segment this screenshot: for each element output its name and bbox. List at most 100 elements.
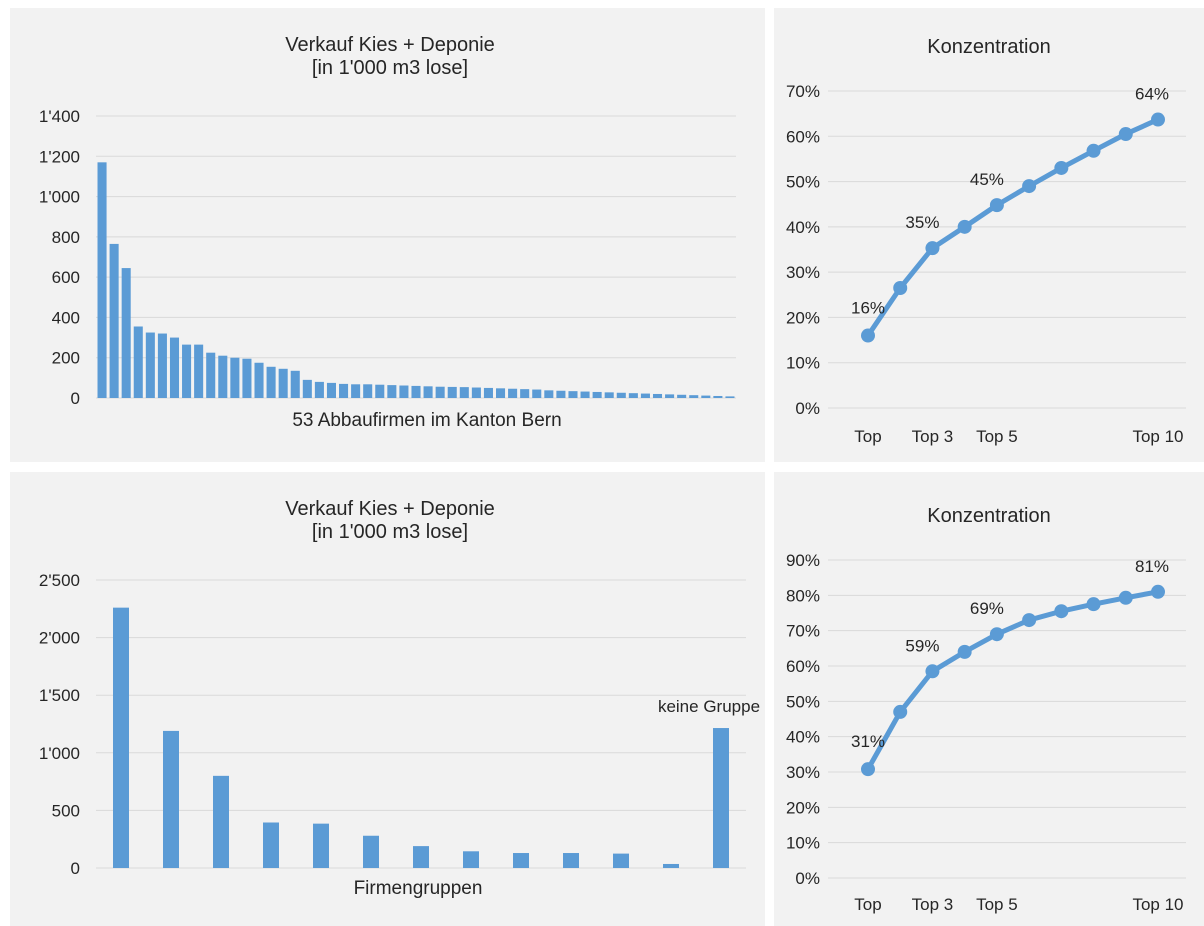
bar bbox=[447, 386, 457, 398]
bar bbox=[313, 823, 329, 868]
bar bbox=[613, 853, 629, 868]
x-tick-label: Top 10 bbox=[1132, 895, 1183, 914]
bar bbox=[713, 395, 723, 398]
bar bbox=[339, 383, 349, 398]
bar bbox=[689, 395, 699, 398]
bar bbox=[677, 394, 687, 398]
chart-title: Konzentration bbox=[927, 505, 1050, 527]
y-tick-label: 90% bbox=[786, 551, 820, 570]
data-label: 64% bbox=[1135, 85, 1169, 104]
data-labels: 16% 35% 45% 64% bbox=[851, 85, 1169, 318]
y-tick-label: 2'000 bbox=[39, 629, 80, 648]
data-labels: 31% 59% 69% 81% bbox=[851, 557, 1169, 751]
data-point bbox=[989, 198, 1004, 213]
y-tick-label: 60% bbox=[786, 127, 820, 146]
bar bbox=[435, 386, 445, 398]
y-tick-label: 0% bbox=[795, 869, 820, 888]
y-tick-label: 500 bbox=[52, 801, 80, 820]
bar bbox=[194, 344, 204, 398]
concentration-chart-groups: Konzentration 0% 10% 20% 30% 40% 50% 60% 70% 80%… bbox=[774, 472, 1204, 926]
bar bbox=[254, 362, 264, 398]
data-point bbox=[1022, 613, 1037, 628]
y-tick-label: 10% bbox=[786, 834, 820, 853]
bar bbox=[375, 384, 385, 398]
bar bbox=[411, 385, 421, 398]
bar bbox=[665, 394, 675, 398]
data-point bbox=[1054, 160, 1069, 175]
bar bbox=[302, 379, 312, 398]
y-tick-label: 1'000 bbox=[39, 188, 80, 207]
data-point bbox=[861, 762, 875, 777]
y-tick-label: 70% bbox=[786, 622, 820, 641]
y-tick-label: 0 bbox=[71, 859, 80, 878]
y-tick-label: 0% bbox=[795, 399, 820, 418]
bar bbox=[725, 396, 735, 398]
chart-title: Verkauf Kies + Deponie bbox=[285, 498, 495, 520]
bar bbox=[399, 385, 409, 398]
bar bbox=[713, 728, 729, 868]
concentration-line bbox=[861, 112, 1165, 343]
bar bbox=[263, 822, 279, 868]
concentration-chart-companies-svg: Konzentration 0% 10% 20% 30% 40% 50% 60% 70% To… bbox=[786, 36, 1186, 446]
y-tick-labels: 0 500 1'000 1'500 2'000 2'500 bbox=[39, 571, 80, 878]
y-grid bbox=[96, 579, 746, 869]
bar bbox=[97, 162, 107, 398]
bars bbox=[113, 607, 729, 868]
y-tick-label: 1'400 bbox=[39, 107, 80, 126]
bar bbox=[351, 384, 361, 398]
bar bbox=[423, 386, 433, 398]
x-tick-label: Top 3 bbox=[912, 895, 954, 914]
y-tick-label: 20% bbox=[786, 798, 820, 817]
y-tick-label: 30% bbox=[786, 263, 820, 282]
chart-title: Verkauf Kies + Deponie bbox=[285, 34, 495, 56]
bar bbox=[242, 358, 252, 398]
y-tick-label: 2'500 bbox=[39, 571, 80, 590]
bar bbox=[556, 390, 566, 398]
y-tick-label: 50% bbox=[786, 692, 820, 711]
data-point bbox=[1151, 584, 1165, 599]
data-label: 81% bbox=[1135, 557, 1169, 576]
bar bbox=[544, 390, 554, 398]
sales-chart-companies-svg: Verkauf Kies + Deponie [in 1'000 m3 lose… bbox=[39, 34, 736, 431]
bar bbox=[459, 387, 469, 398]
concentration-chart-companies: Konzentration 0% 10% 20% 30% 40% 50% 60% 70% To… bbox=[774, 8, 1204, 462]
x-tick-label: Top 3 bbox=[912, 427, 954, 446]
data-point bbox=[989, 627, 1004, 642]
bar bbox=[363, 384, 373, 398]
x-tick-labels: Top Top 3 Top 5 Top 10 bbox=[854, 427, 1183, 446]
x-tick-label: Top 5 bbox=[976, 895, 1018, 914]
bar bbox=[266, 366, 276, 398]
concentration-line bbox=[861, 584, 1165, 777]
bar bbox=[616, 392, 626, 398]
bar bbox=[508, 388, 518, 398]
y-tick-label: 1'500 bbox=[39, 686, 80, 705]
data-point bbox=[893, 704, 908, 719]
data-label: 69% bbox=[970, 599, 1004, 618]
y-tick-label: 60% bbox=[786, 657, 820, 676]
concentration-chart-groups-svg: Konzentration 0% 10% 20% 30% 40% 50% 60% 70% 80%… bbox=[786, 505, 1186, 914]
bar bbox=[387, 385, 397, 398]
x-tick-labels: Top Top 3 Top 5 Top 10 bbox=[854, 895, 1183, 914]
data-point bbox=[1118, 590, 1133, 605]
bar bbox=[563, 853, 579, 868]
y-tick-label: 1'200 bbox=[39, 147, 80, 166]
y-tick-labels: 0 200 400 600 800 1'000 1'200 1'400 bbox=[39, 107, 80, 408]
data-point bbox=[1118, 127, 1133, 142]
y-tick-label: 600 bbox=[52, 268, 80, 287]
bar bbox=[230, 357, 240, 398]
y-tick-label: 200 bbox=[52, 349, 80, 368]
bar bbox=[206, 352, 216, 398]
bar bbox=[652, 393, 663, 398]
bar bbox=[326, 382, 336, 398]
bar bbox=[163, 730, 179, 868]
y-tick-label: 400 bbox=[52, 308, 80, 327]
data-point bbox=[1086, 143, 1101, 158]
bar bbox=[640, 393, 650, 398]
data-point bbox=[1022, 179, 1037, 194]
sales-chart-groups: Verkauf Kies + Deponie [in 1'000 m3 lose… bbox=[10, 472, 765, 926]
bar bbox=[580, 391, 590, 398]
y-grid bbox=[828, 559, 1186, 879]
data-label: 45% bbox=[970, 170, 1004, 189]
bar bbox=[701, 395, 711, 398]
data-label: 31% bbox=[851, 732, 885, 751]
